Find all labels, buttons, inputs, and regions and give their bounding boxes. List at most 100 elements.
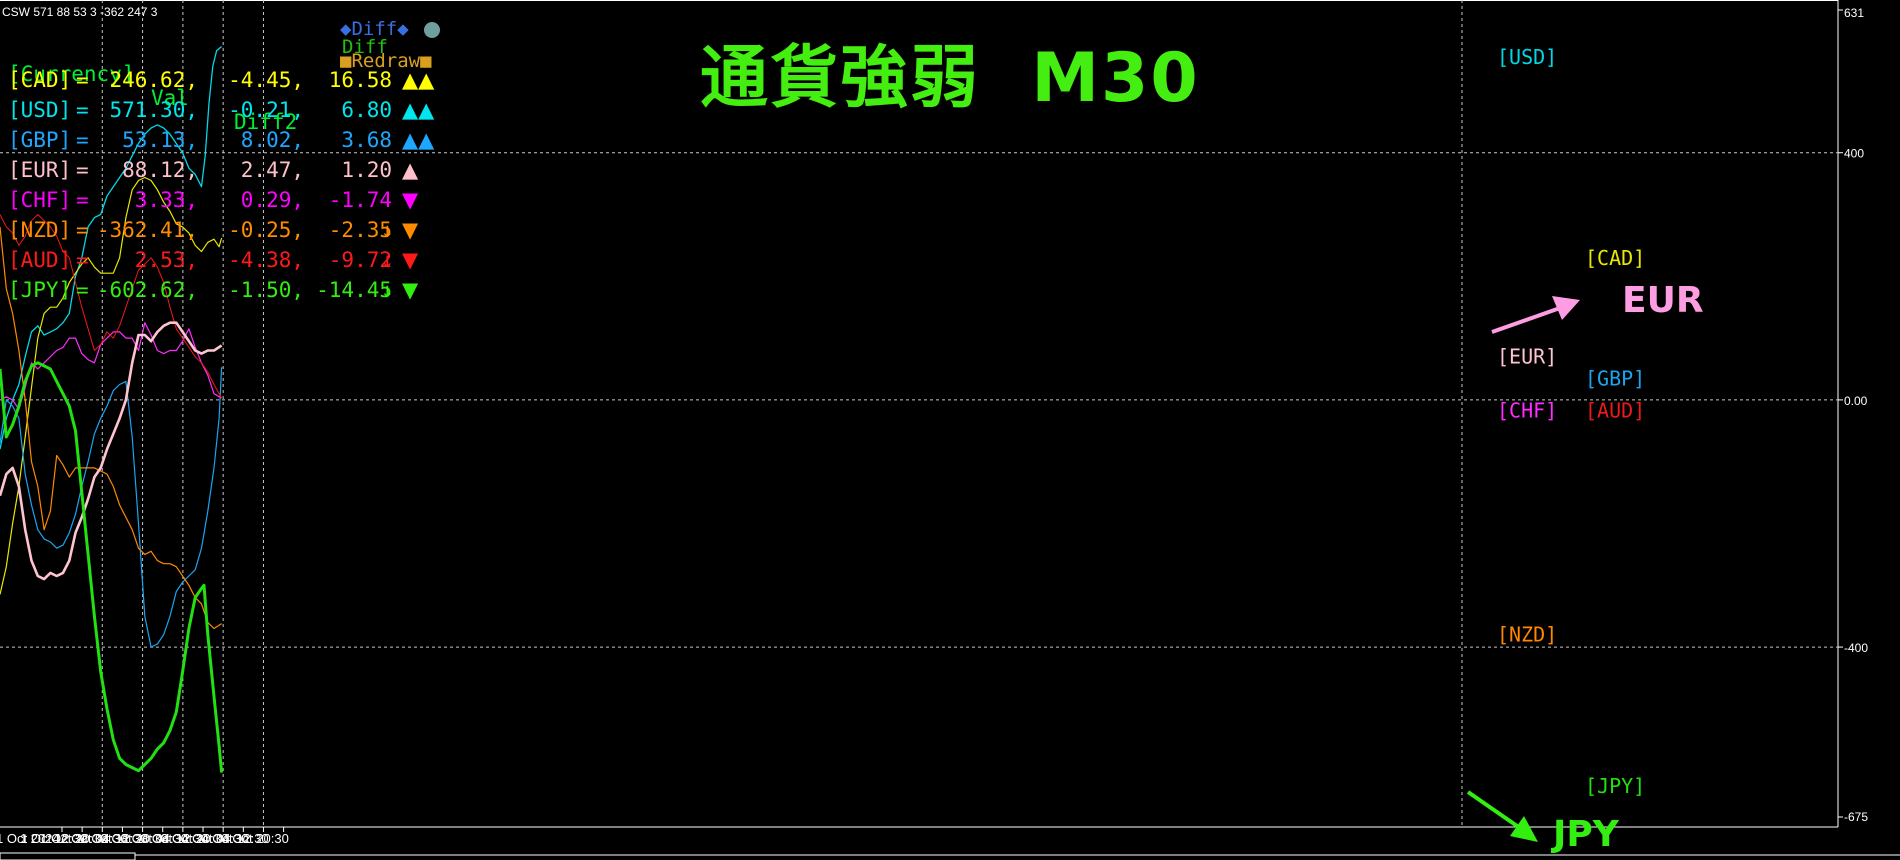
row-eq: = <box>76 98 89 122</box>
row-marks: ▼ <box>402 278 419 302</box>
y-tick-label: -675 <box>1844 810 1868 824</box>
x-tick-label: 2 Oct 20:30 <box>101 831 168 846</box>
row-marks: ▼ <box>402 188 419 212</box>
row-arrow: ↓ <box>381 218 394 242</box>
row-diff: 6.80 <box>341 98 392 122</box>
table-row: [AUD] = 2.53, -4.38, -9.72 ↓ ▼ <box>8 248 458 274</box>
redraw-button[interactable]: ■Redraw■ <box>340 50 432 72</box>
row-eq: = <box>76 68 89 92</box>
eur-arrow-shaft <box>1491 306 1561 334</box>
x-tick-label: 4 Oct 12:30 <box>201 831 268 846</box>
row-diff2: -4.38, <box>228 248 304 272</box>
row-diff2: -1.50, <box>228 278 304 302</box>
row-eq: = <box>76 158 89 182</box>
series-line-eur <box>0 321 223 581</box>
diff-button-label: ◆Diff◆ <box>340 18 409 40</box>
row-name: [USD] <box>8 98 72 122</box>
row-val: 3.33, <box>134 188 198 212</box>
header-currency: [Currency] <box>8 62 135 86</box>
x-tick-label: 4 Oct 04:30 <box>181 831 248 846</box>
row-marks: ▲ <box>402 158 419 182</box>
series-label-cad: [CAD] <box>1585 246 1645 270</box>
jpy-arrow-shaft <box>1466 790 1522 830</box>
table-row: [CHF] = 3.33, 0.29, -1.74 ▼ <box>8 188 458 214</box>
row-val: 2.53, <box>134 248 198 272</box>
diff-button[interactable]: ◆Diff◆ <box>340 18 441 40</box>
row-name: [CHF] <box>8 188 72 212</box>
row-name: [CAD] <box>8 68 72 92</box>
row-marks: ▼ <box>402 248 419 272</box>
row-name: [JPY] <box>8 278 72 302</box>
x-tick-label: 1 Oct 20:30 <box>40 831 107 846</box>
eur-arrow-head <box>1552 296 1580 320</box>
y-tick-label: 0.00 <box>1844 394 1868 408</box>
row-name: [EUR] <box>8 158 72 182</box>
row-val: 571.30, <box>109 98 198 122</box>
jpy-arrow-head <box>1510 816 1538 842</box>
row-val: 53.13, <box>122 128 198 152</box>
x-tick-label: 2 Oct 04:30 <box>60 831 127 846</box>
header-info: CSW 571 88 53 3 -362 247 3 <box>2 5 158 19</box>
row-eq: = <box>76 128 89 152</box>
series-line-jpy <box>0 361 224 773</box>
row-diff: -14.45 <box>316 278 392 302</box>
table-header: [Currency] Val Diff2 <box>8 38 428 134</box>
header-val: Val <box>151 86 189 110</box>
series-line-cad <box>0 176 223 595</box>
x-tick-label: 3 Oct 04:30 <box>121 831 188 846</box>
series-line-aud <box>0 214 223 399</box>
table-row: [GBP] = 53.13, 8.02, 3.68 ▲▲ <box>8 128 458 154</box>
row-diff: -2.35 <box>328 218 392 242</box>
row-diff2: -0.25, <box>228 218 304 242</box>
row-diff: -9.72 <box>328 248 392 272</box>
row-eq: = <box>76 278 89 302</box>
x-tick-label: 1 Oct 12:30 <box>20 831 87 846</box>
row-marks: ▼ <box>402 218 419 242</box>
row-eq: = <box>76 218 89 242</box>
row-diff2: 8.02, <box>240 128 304 152</box>
row-name: [AUD] <box>8 248 72 272</box>
table-row: [USD] = 571.30, -0.21, 6.80 ▲▲ <box>8 98 458 124</box>
row-diff: -1.74 <box>328 188 392 212</box>
row-eq: = <box>76 248 89 272</box>
row-marks: ▲▲ <box>402 98 435 122</box>
series-label-nzd: [NZD] <box>1497 623 1557 647</box>
header-diff2: Diff2 <box>234 110 298 134</box>
chart-title: 通貨強弱 M30 <box>700 39 1200 118</box>
row-diff2: 2.47, <box>240 158 304 182</box>
x-tick-label: 1 Oct 2024 <box>0 831 60 846</box>
y-tick-label: 631 <box>1844 6 1864 20</box>
row-diff2: -4.45, <box>228 68 304 92</box>
annotation-arrows <box>1466 296 1580 842</box>
row-val: 246.62, <box>109 68 198 92</box>
x-tick-label: 3 Oct 20:30 <box>161 831 228 846</box>
scroll-strip <box>0 852 136 860</box>
row-diff: 16.58 <box>328 68 392 92</box>
row-diff: 1.20 <box>341 158 392 182</box>
row-diff2: 0.29, <box>240 188 304 212</box>
table-row: [NZD] = -362.41, -0.25, -2.35 ↓ ▼ <box>8 218 458 244</box>
x-tick-label: 2 Oct 12:30 <box>81 831 148 846</box>
row-name: [NZD] <box>8 218 72 242</box>
jpy-annotation-label: JPY <box>1553 814 1619 855</box>
table-row: [CAD] = 246.62, -4.45, 16.58 ▲▲ <box>8 68 458 94</box>
table-row: [EUR] = 88.12, 2.47, 1.20 ▲ <box>8 158 458 184</box>
circle-icon[interactable] <box>424 21 441 38</box>
row-name: [GBP] <box>8 128 72 152</box>
row-arrow: ↓ <box>381 248 394 272</box>
row-diff: 3.68 <box>341 128 392 152</box>
x-tick-label: 4 Oct 20:30 <box>222 831 289 846</box>
series-line-gbp <box>0 367 223 648</box>
y-tick-label: 400 <box>1844 147 1864 161</box>
y-tick-label: -400 <box>1844 641 1868 655</box>
series-label-aud: [AUD] <box>1585 398 1645 422</box>
series-label-chf: [CHF] <box>1497 398 1557 422</box>
series-line-nzd <box>0 226 222 630</box>
row-diff2: -0.21, <box>228 98 304 122</box>
diff-overlay-label: Diff <box>342 36 388 58</box>
table-row: [JPY] = -602.62, -1.50, -14.45 ↓ ▼ <box>8 278 458 304</box>
row-val: 88.12, <box>122 158 198 182</box>
